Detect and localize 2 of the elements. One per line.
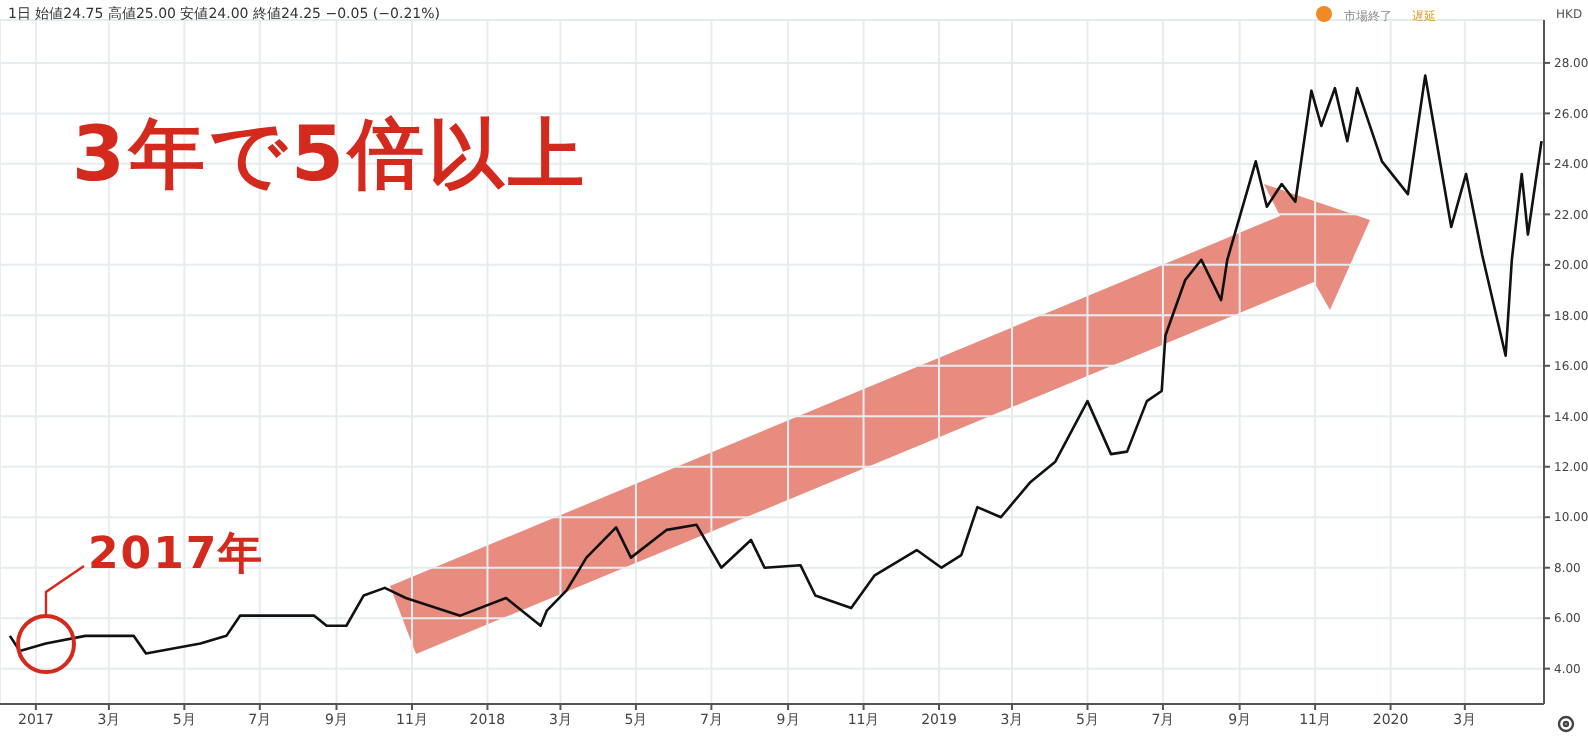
annotation: 2017年 [88,528,265,584]
text: 3年で5倍以上 [72,108,588,202]
